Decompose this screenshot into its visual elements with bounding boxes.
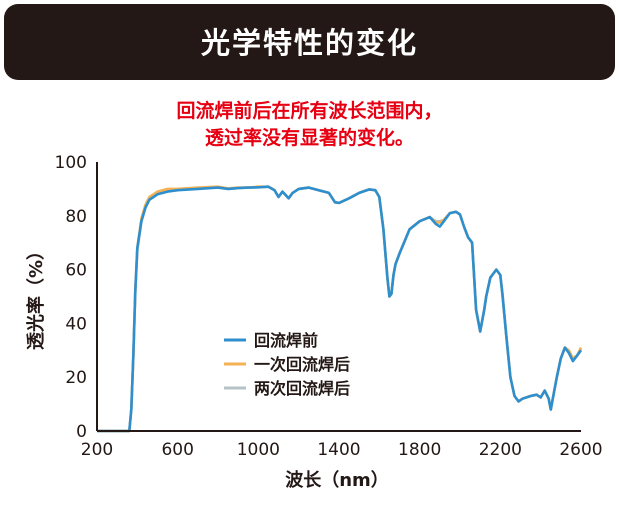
y-tick-label: 100 bbox=[55, 153, 87, 173]
legend-label-1: 回流焊前 bbox=[254, 331, 318, 350]
tick-labels: 200 600 1000 1400 1800 2200 2600 0 20 40 60 80 100 bbox=[55, 153, 603, 460]
header-bar: 光学特性的变化 bbox=[4, 4, 615, 80]
y-tick-label: 80 bbox=[65, 207, 87, 227]
x-tick-label: 1000 bbox=[237, 440, 280, 460]
y-tick-label: 20 bbox=[65, 368, 87, 388]
y-tick-label: 0 bbox=[76, 422, 87, 442]
x-tick-label: 200 bbox=[81, 440, 113, 460]
y-tick-label: 40 bbox=[65, 314, 87, 334]
x-tick-label: 2200 bbox=[479, 440, 522, 460]
plot-area bbox=[97, 185, 583, 433]
axes bbox=[96, 162, 581, 432]
series-line-1 bbox=[97, 185, 583, 433]
x-tick-label: 2600 bbox=[559, 440, 602, 460]
x-tick-label: 600 bbox=[161, 440, 193, 460]
x-axis-label: 波长（nm） bbox=[285, 469, 389, 491]
legend-label-3: 两次回流焊后 bbox=[254, 379, 350, 398]
legend-label-2: 一次回流焊后 bbox=[254, 355, 350, 374]
note-line-2: 透过率没有显著的变化。 bbox=[204, 127, 414, 149]
y-tick-label: 60 bbox=[65, 261, 87, 281]
x-tick-label: 1800 bbox=[398, 440, 441, 460]
y-axis-label: 透光率（%） bbox=[25, 242, 47, 350]
x-tick-label: 1400 bbox=[317, 440, 360, 460]
page-title: 光学特性的变化 bbox=[200, 26, 418, 60]
note-line-1: 回流焊前后在所有波长范围内， bbox=[176, 100, 443, 122]
